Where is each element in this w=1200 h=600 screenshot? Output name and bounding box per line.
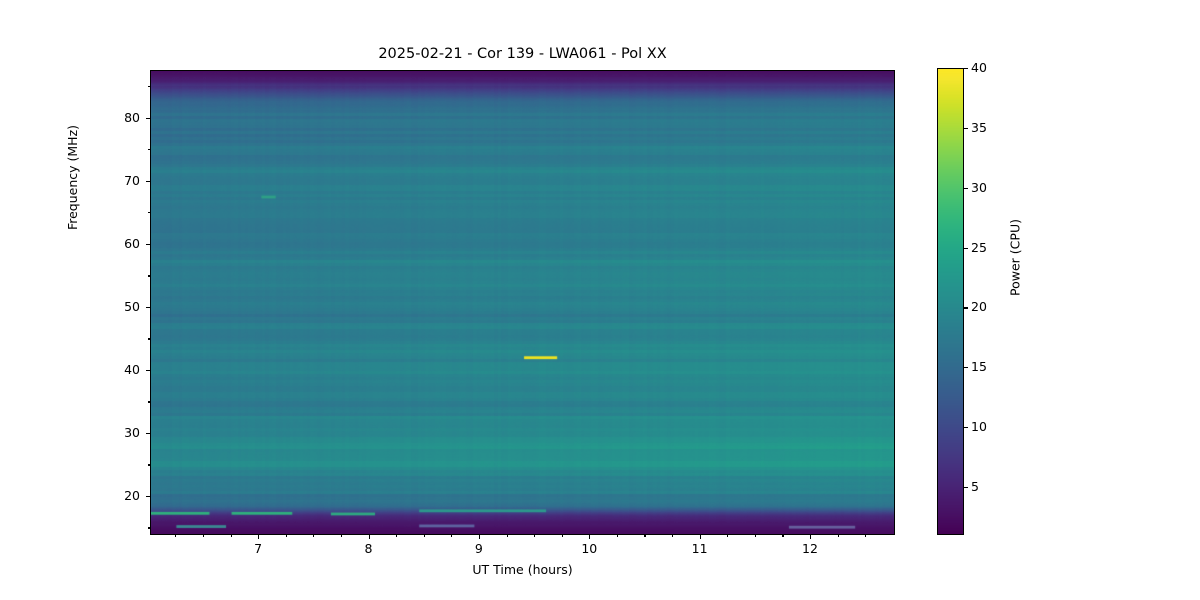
x-axis-tick-minor bbox=[202, 535, 205, 538]
colorbar-tick bbox=[964, 187, 968, 189]
y-axis-tick bbox=[146, 117, 150, 119]
heatmap-plot-area bbox=[150, 70, 895, 535]
x-axis-tick-minor bbox=[727, 535, 729, 538]
x-axis-tick-minor bbox=[506, 535, 508, 538]
colorbar bbox=[937, 68, 964, 535]
y-axis-tick-minor bbox=[148, 212, 151, 214]
x-axis-tick bbox=[368, 535, 370, 539]
x-axis-tick-minor bbox=[782, 535, 784, 538]
x-axis-tick-minor bbox=[451, 535, 453, 538]
x-axis-tick-minor bbox=[285, 535, 287, 538]
x-axis-tick-minor bbox=[644, 535, 646, 538]
y-axis-tick-label: 70 bbox=[124, 172, 140, 188]
x-axis-tick bbox=[589, 535, 591, 539]
colorbar-label: Power (CPU) bbox=[1007, 219, 1023, 296]
x-axis-tick-label: 7 bbox=[254, 541, 263, 556]
x-axis-tick-label: 8 bbox=[364, 541, 373, 556]
colorbar-gradient bbox=[938, 69, 963, 534]
colorbar-tick-label: 35 bbox=[971, 119, 987, 135]
x-axis-tick bbox=[810, 535, 812, 539]
y-axis-tick-minor bbox=[148, 527, 151, 529]
colorbar-tick-label: 40 bbox=[971, 60, 987, 75]
y-axis-tick-label: 80 bbox=[124, 109, 140, 125]
dynamic-spectrum-image bbox=[151, 71, 894, 534]
y-axis-tick-label: 20 bbox=[124, 487, 140, 503]
x-axis-tick bbox=[699, 535, 701, 539]
x-axis-tick-minor bbox=[423, 535, 425, 538]
y-axis-tick bbox=[146, 306, 150, 308]
x-axis-tick-minor bbox=[865, 535, 867, 538]
y-axis-tick-minor bbox=[148, 338, 151, 340]
x-axis-tick-minor bbox=[616, 535, 618, 538]
x-axis-tick-minor bbox=[561, 535, 563, 538]
colorbar-tick-label: 5 bbox=[971, 479, 979, 495]
colorbar-tick bbox=[964, 307, 968, 309]
colorbar-tick bbox=[964, 247, 968, 249]
colorbar-tick bbox=[964, 427, 968, 429]
colorbar-tick bbox=[964, 487, 968, 489]
colorbar-tick bbox=[964, 127, 968, 129]
y-axis-label: Frequency (MHz) bbox=[65, 124, 80, 231]
x-axis-tick-minor bbox=[754, 535, 756, 538]
x-axis-label: UT Time (hours) bbox=[472, 562, 573, 577]
y-axis-tick bbox=[146, 495, 150, 498]
colorbar-tick-label: 25 bbox=[971, 239, 987, 255]
x-axis-tick-minor bbox=[340, 535, 343, 538]
x-axis-tick-minor bbox=[534, 535, 536, 538]
page-title: 2025-02-21 - Cor 139 - LWA061 - Pol XX bbox=[378, 46, 667, 62]
x-axis-tick-minor bbox=[175, 535, 177, 538]
x-axis-tick-minor bbox=[313, 535, 315, 538]
y-axis-tick bbox=[146, 369, 150, 371]
y-axis-tick bbox=[146, 243, 150, 245]
y-axis-tick-label: 60 bbox=[124, 235, 140, 251]
y-axis-tick bbox=[146, 432, 150, 435]
x-axis-tick bbox=[478, 535, 480, 539]
y-axis-tick-minor bbox=[148, 275, 151, 277]
x-axis-tick-label: 9 bbox=[474, 541, 483, 556]
y-axis-tick bbox=[146, 180, 150, 182]
x-axis-tick-minor bbox=[837, 535, 839, 538]
y-axis-tick-minor bbox=[148, 401, 151, 403]
x-axis-tick-label: 11 bbox=[691, 541, 708, 556]
y-axis-tick-minor bbox=[148, 464, 151, 466]
colorbar-tick bbox=[964, 68, 968, 70]
y-axis-tick-label: 30 bbox=[124, 424, 140, 440]
colorbar-tick-label: 15 bbox=[971, 359, 987, 375]
x-axis-tick-minor bbox=[230, 535, 232, 538]
x-axis-tick-minor bbox=[672, 535, 674, 538]
x-axis-tick bbox=[258, 535, 260, 539]
colorbar-tick bbox=[964, 367, 968, 369]
y-axis-tick-label: 50 bbox=[124, 298, 140, 314]
colorbar-tick-label: 20 bbox=[971, 299, 987, 315]
x-axis-tick-label: 12 bbox=[802, 541, 818, 556]
colorbar-tick-label: 10 bbox=[971, 419, 987, 435]
x-axis-tick-minor bbox=[396, 535, 398, 538]
y-axis-tick-minor bbox=[148, 149, 151, 151]
y-axis-tick-label: 40 bbox=[124, 361, 140, 377]
y-axis-tick-minor bbox=[148, 86, 151, 88]
x-axis-tick-label: 10 bbox=[581, 541, 598, 556]
colorbar-tick-label: 30 bbox=[971, 179, 987, 195]
